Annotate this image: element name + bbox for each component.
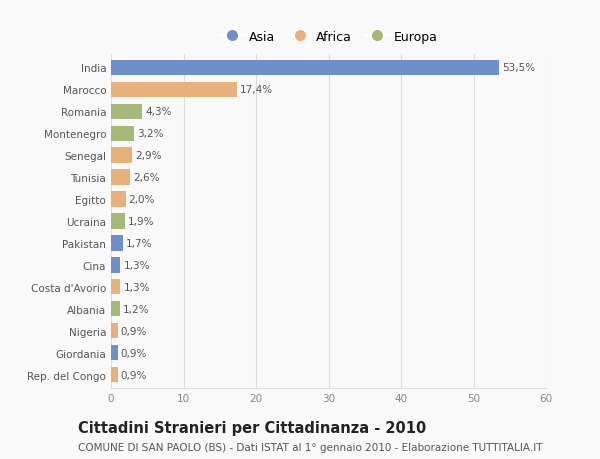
Text: 0,9%: 0,9% — [121, 348, 147, 358]
Text: 0,9%: 0,9% — [121, 326, 147, 336]
Bar — [111, 170, 130, 185]
Text: 0,9%: 0,9% — [121, 370, 147, 380]
Text: 4,3%: 4,3% — [145, 107, 172, 117]
Legend: Asia, Africa, Europa: Asia, Africa, Europa — [217, 28, 440, 46]
Bar — [111, 192, 125, 207]
Text: 2,6%: 2,6% — [133, 173, 159, 183]
Bar — [111, 148, 132, 163]
Bar — [111, 104, 142, 120]
Text: 17,4%: 17,4% — [240, 85, 273, 95]
Bar — [111, 345, 118, 360]
Text: 53,5%: 53,5% — [502, 63, 535, 73]
Bar — [111, 280, 121, 295]
Text: 2,9%: 2,9% — [135, 151, 161, 161]
Bar — [111, 214, 125, 229]
Text: 1,7%: 1,7% — [126, 238, 153, 248]
Text: 3,2%: 3,2% — [137, 129, 164, 139]
Text: 1,3%: 1,3% — [124, 260, 150, 270]
Text: 1,9%: 1,9% — [128, 217, 154, 226]
Text: COMUNE DI SAN PAOLO (BS) - Dati ISTAT al 1° gennaio 2010 - Elaborazione TUTTITAL: COMUNE DI SAN PAOLO (BS) - Dati ISTAT al… — [78, 442, 542, 452]
Text: 1,3%: 1,3% — [124, 282, 150, 292]
Text: 2,0%: 2,0% — [128, 195, 155, 205]
Bar — [111, 83, 237, 98]
Bar — [111, 61, 499, 76]
Bar — [111, 302, 120, 317]
Text: Cittadini Stranieri per Cittadinanza - 2010: Cittadini Stranieri per Cittadinanza - 2… — [78, 420, 426, 435]
Bar — [111, 323, 118, 339]
Text: 1,2%: 1,2% — [122, 304, 149, 314]
Bar — [111, 257, 121, 273]
Bar — [111, 126, 134, 141]
Bar — [111, 367, 118, 382]
Bar — [111, 236, 124, 251]
